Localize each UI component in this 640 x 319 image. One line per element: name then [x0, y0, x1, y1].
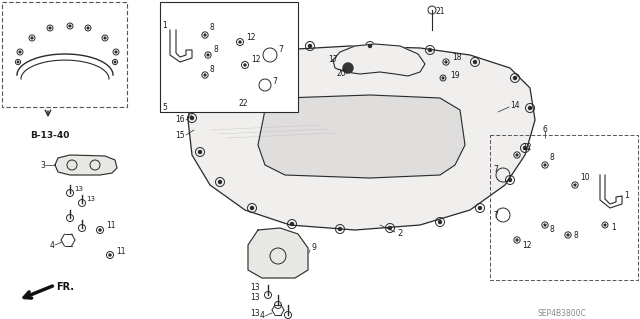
Text: 16: 16 — [175, 115, 185, 124]
Text: 8: 8 — [574, 231, 579, 240]
Text: 13: 13 — [74, 186, 83, 192]
Circle shape — [308, 44, 312, 48]
Text: 2: 2 — [397, 228, 403, 238]
Circle shape — [513, 77, 516, 79]
Circle shape — [218, 181, 221, 183]
Circle shape — [244, 64, 246, 66]
Text: 5: 5 — [162, 103, 167, 113]
Circle shape — [87, 27, 89, 29]
Text: 13: 13 — [250, 309, 260, 318]
Text: 7: 7 — [493, 211, 498, 219]
Text: 1: 1 — [163, 20, 168, 29]
Circle shape — [339, 227, 342, 231]
Circle shape — [343, 63, 353, 73]
Circle shape — [253, 48, 257, 51]
Text: 11: 11 — [106, 221, 115, 231]
Circle shape — [479, 206, 481, 210]
Text: 10: 10 — [580, 174, 589, 182]
Circle shape — [516, 154, 518, 156]
Text: 12: 12 — [522, 144, 531, 152]
Circle shape — [544, 164, 546, 166]
Text: 12: 12 — [251, 56, 260, 64]
Text: 22: 22 — [239, 99, 248, 108]
Circle shape — [388, 226, 392, 229]
Text: 4: 4 — [260, 311, 265, 319]
Text: 18: 18 — [452, 54, 461, 63]
Text: 17: 17 — [328, 56, 338, 64]
Text: 13: 13 — [86, 196, 95, 202]
Text: 20: 20 — [337, 70, 346, 78]
Text: 9: 9 — [312, 243, 317, 253]
Text: 8: 8 — [550, 226, 555, 234]
Text: 4: 4 — [50, 241, 55, 249]
Text: 21: 21 — [436, 8, 445, 17]
Circle shape — [191, 116, 193, 120]
Circle shape — [109, 254, 111, 256]
Text: 15: 15 — [175, 130, 185, 139]
Circle shape — [198, 88, 202, 92]
Text: 8: 8 — [210, 65, 215, 75]
Text: 11: 11 — [116, 248, 125, 256]
Circle shape — [99, 229, 101, 231]
Circle shape — [49, 27, 51, 29]
Circle shape — [69, 25, 71, 27]
Circle shape — [429, 48, 431, 51]
Text: 19: 19 — [450, 71, 460, 80]
Circle shape — [291, 222, 294, 226]
Circle shape — [207, 54, 209, 56]
Circle shape — [574, 184, 576, 186]
Circle shape — [474, 61, 477, 63]
Text: 12: 12 — [246, 33, 255, 42]
Circle shape — [104, 37, 106, 39]
Polygon shape — [188, 46, 535, 230]
Text: 8: 8 — [550, 153, 555, 162]
Circle shape — [115, 61, 116, 63]
Circle shape — [567, 234, 569, 236]
Text: 12: 12 — [522, 241, 531, 249]
Text: SEP4B3800C: SEP4B3800C — [538, 309, 587, 318]
Circle shape — [17, 61, 19, 63]
Circle shape — [115, 51, 117, 53]
Text: 8: 8 — [210, 24, 215, 33]
Text: 6: 6 — [543, 125, 547, 135]
Circle shape — [544, 224, 546, 226]
Polygon shape — [55, 155, 117, 175]
Circle shape — [438, 220, 442, 224]
Polygon shape — [258, 95, 465, 178]
Text: 13: 13 — [250, 293, 260, 302]
Circle shape — [198, 151, 202, 153]
Circle shape — [509, 179, 511, 182]
Text: FR.: FR. — [56, 282, 74, 292]
Text: 7: 7 — [278, 46, 283, 55]
Text: 1: 1 — [611, 224, 616, 233]
Circle shape — [19, 51, 21, 53]
Circle shape — [214, 61, 216, 63]
Circle shape — [442, 77, 444, 79]
Circle shape — [516, 239, 518, 241]
Circle shape — [31, 37, 33, 39]
Text: 8: 8 — [213, 46, 218, 55]
Text: 14: 14 — [510, 100, 520, 109]
Text: B-13-40: B-13-40 — [30, 130, 69, 139]
Circle shape — [250, 206, 253, 210]
Circle shape — [529, 107, 531, 109]
Circle shape — [239, 41, 241, 43]
Text: 3: 3 — [40, 160, 45, 169]
Circle shape — [524, 146, 527, 150]
Bar — [2, 2, 127, 107]
Polygon shape — [333, 44, 425, 76]
Polygon shape — [248, 228, 308, 278]
Circle shape — [204, 74, 206, 76]
Bar — [160, 2, 298, 112]
Text: 1: 1 — [624, 190, 628, 199]
Circle shape — [445, 61, 447, 63]
Circle shape — [204, 34, 206, 36]
Text: 7: 7 — [272, 77, 277, 85]
Circle shape — [604, 224, 606, 226]
Text: 7: 7 — [493, 166, 498, 174]
Bar — [490, 135, 638, 280]
Text: 13: 13 — [250, 284, 260, 293]
Circle shape — [369, 44, 371, 48]
